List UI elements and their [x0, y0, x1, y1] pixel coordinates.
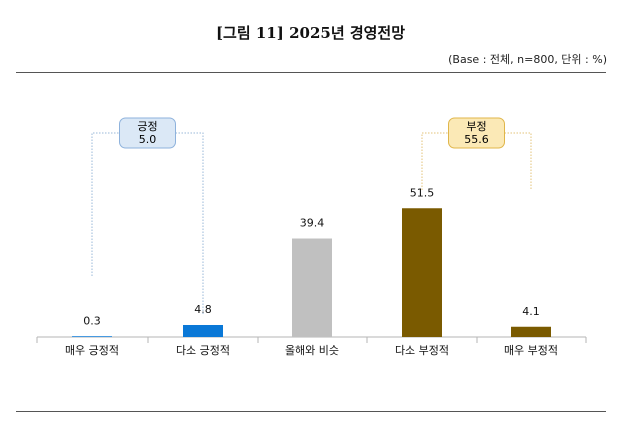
category-label-0: 매우 긍정적: [65, 344, 119, 357]
category-label-1: 다소 긍정적: [176, 344, 230, 357]
group-value-0: 5.0: [139, 133, 157, 146]
top-rule: [16, 72, 606, 73]
bar-4: [511, 326, 551, 337]
chart-title: [그림 11] 2025년 경영전망: [215, 24, 406, 42]
group-bracket-left-0: [91, 132, 120, 276]
bar-2: [292, 238, 332, 337]
value-label-0: 0.3: [83, 314, 101, 327]
group-value-1: 55.6: [464, 133, 489, 146]
category-label-2: 올해와 비슷: [285, 343, 339, 357]
bottom-rule: [16, 411, 606, 412]
group-bracket-right-0: [175, 132, 204, 315]
group-box-0: [119, 117, 176, 149]
value-label-2: 39.4: [300, 217, 325, 230]
base-note: (Base : 전체, n=800, 단위 : %): [448, 53, 607, 66]
value-label-3: 51.5: [410, 186, 435, 199]
value-label-4: 4.1: [522, 305, 540, 318]
bar-3: [402, 208, 442, 337]
category-label-4: 매우 부정적: [504, 344, 558, 357]
bar-0: [72, 336, 112, 337]
bar-1: [183, 325, 223, 337]
group-bracket-right-1: [504, 132, 532, 190]
group-box-1: [448, 117, 505, 149]
group-bracket-left-1: [421, 132, 449, 190]
category-label-3: 다소 부정적: [395, 344, 449, 357]
group-label-1: 부정: [466, 120, 486, 133]
group-label-0: 긍정: [137, 120, 157, 133]
